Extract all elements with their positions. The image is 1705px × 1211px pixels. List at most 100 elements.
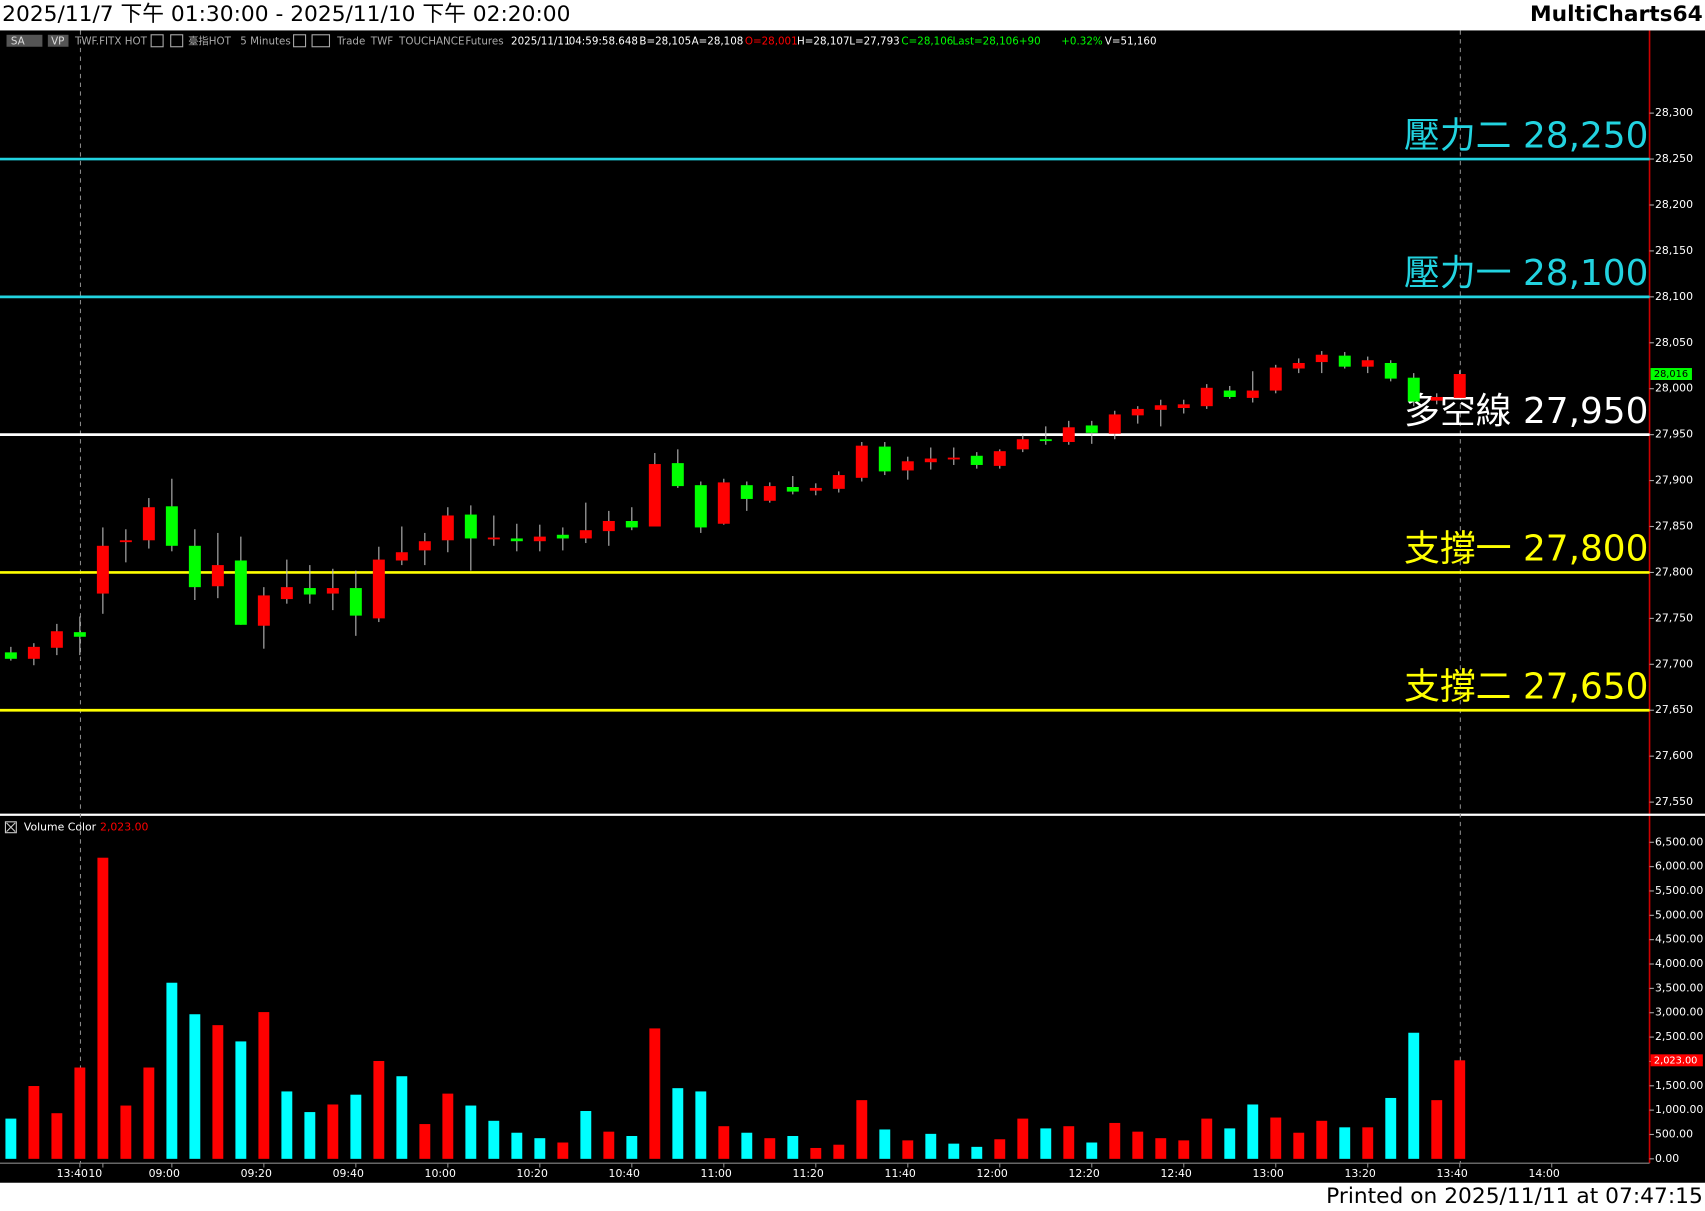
volume-bar [258, 1012, 270, 1159]
candle-body [1453, 374, 1466, 398]
volume-bar [511, 1132, 523, 1159]
candle-body [1016, 439, 1029, 450]
dropdown-button[interactable] [170, 34, 184, 48]
dropdown-button[interactable] [293, 34, 307, 48]
volume-bar [879, 1129, 891, 1159]
candle-body [648, 464, 661, 527]
volume-bar [166, 982, 178, 1159]
volume-bar [1454, 1060, 1466, 1159]
dropdown-button[interactable] [150, 34, 164, 48]
info-text: Futures [465, 35, 503, 47]
level-label: 支撐一 27,800 [1404, 529, 1648, 570]
y-tick-label: 5,500.00 [1655, 884, 1703, 897]
candle-body [464, 514, 477, 539]
volume-bar [1339, 1127, 1351, 1159]
info-text: 臺指HOT [188, 34, 232, 47]
candle-body [165, 506, 178, 546]
volume-legend: Volume Color [24, 820, 97, 833]
x-tick-label: 12:00 [977, 1167, 1008, 1180]
volume-bar [1155, 1138, 1167, 1159]
info-text: O=28,001 [745, 35, 798, 47]
candle-body [326, 588, 339, 594]
y-tick-label: 28,200 [1655, 198, 1693, 211]
volume-bar [1385, 1097, 1397, 1159]
y-tick-label: 4,000.00 [1655, 957, 1703, 970]
candle-body [671, 463, 684, 487]
volume-bar [764, 1138, 776, 1159]
candle-body [372, 559, 385, 619]
volume-bar [1040, 1128, 1052, 1159]
y-tick-label: 27,750 [1655, 611, 1693, 624]
y-tick-label: 3,500.00 [1655, 981, 1703, 994]
volume-bar [810, 1147, 822, 1159]
info-text: L=27,793 [849, 35, 899, 47]
dropdown-button[interactable] [311, 34, 331, 48]
volume-bar [120, 1105, 132, 1159]
candle-body [763, 486, 776, 501]
candle-body [96, 545, 109, 594]
y-tick-label: 28,150 [1655, 244, 1693, 257]
candle-body [740, 485, 753, 499]
volume-bar [396, 1076, 408, 1159]
y-tick-label: 0.00 [1655, 1152, 1679, 1165]
toolbar-button[interactable] [6, 34, 43, 47]
y-tick-label: 2,500.00 [1655, 1030, 1703, 1043]
volume-bar [327, 1104, 339, 1159]
x-tick-label: 14:00 [1528, 1167, 1559, 1180]
volume-bar [350, 1094, 362, 1159]
volume-bar [419, 1124, 431, 1159]
volume-bar [695, 1091, 707, 1159]
volume-bar [1132, 1131, 1144, 1159]
y-tick-label: 28,300 [1655, 106, 1693, 119]
candle-body [809, 487, 822, 491]
volume-bar [1362, 1127, 1374, 1159]
y-tick-label: 1,000.00 [1655, 1103, 1703, 1116]
volume-bar [442, 1093, 454, 1159]
y-tick-label: 1,500.00 [1655, 1079, 1703, 1092]
volume-bar [304, 1112, 316, 1159]
candle-body [142, 507, 155, 541]
candle-body [1315, 354, 1328, 363]
volume-bar [74, 1067, 86, 1159]
y-tick-label: 27,950 [1655, 428, 1693, 441]
candle-body [1361, 360, 1374, 367]
x-tick-label: 13:40 [1436, 1167, 1467, 1180]
volume-bar [534, 1138, 546, 1159]
candle-body [1407, 377, 1420, 402]
x-tick-label: 11:40 [885, 1167, 916, 1180]
volume-bar [948, 1143, 960, 1159]
volume-bar [1109, 1122, 1121, 1159]
y-tick-label: 6,000.00 [1655, 860, 1703, 873]
candle-body [1085, 425, 1098, 433]
candle-body [1177, 404, 1190, 409]
study-checkbox[interactable] [4, 821, 17, 834]
y-tick-label: 28,250 [1655, 152, 1693, 165]
x-tick-label: 12:40 [1161, 1167, 1192, 1180]
volume-bar [1408, 1032, 1420, 1159]
candle-body [441, 515, 454, 541]
candle-body [556, 534, 569, 539]
candle-body [50, 631, 63, 648]
y-tick-label: 27,800 [1655, 565, 1693, 578]
info-text: +0.32% [1061, 35, 1103, 47]
info-text: +90 [1019, 35, 1041, 47]
info-text: 2025/11/11 [511, 35, 570, 47]
y-tick-label: 28,050 [1655, 336, 1693, 349]
candle-body [349, 588, 362, 616]
y-tick-label: 27,900 [1655, 474, 1693, 487]
candle-body [970, 455, 983, 465]
volume-bar [189, 1014, 201, 1159]
y-tick-label: 27,700 [1655, 657, 1693, 670]
x-tick-label: 10 [88, 1167, 102, 1180]
volume-bar [626, 1135, 638, 1159]
volume-bar [1201, 1118, 1213, 1159]
x-tick-label: 13:40 [57, 1167, 88, 1180]
level-label: 壓力一 28,100 [1404, 253, 1648, 294]
y-tick-label: 27,850 [1655, 520, 1693, 533]
candle-body [1269, 367, 1282, 391]
x-tick-label: 09:20 [241, 1167, 272, 1180]
toolbar-button[interactable] [47, 34, 69, 47]
x-tick-label: 10:40 [609, 1167, 640, 1180]
candle-body [280, 587, 293, 600]
